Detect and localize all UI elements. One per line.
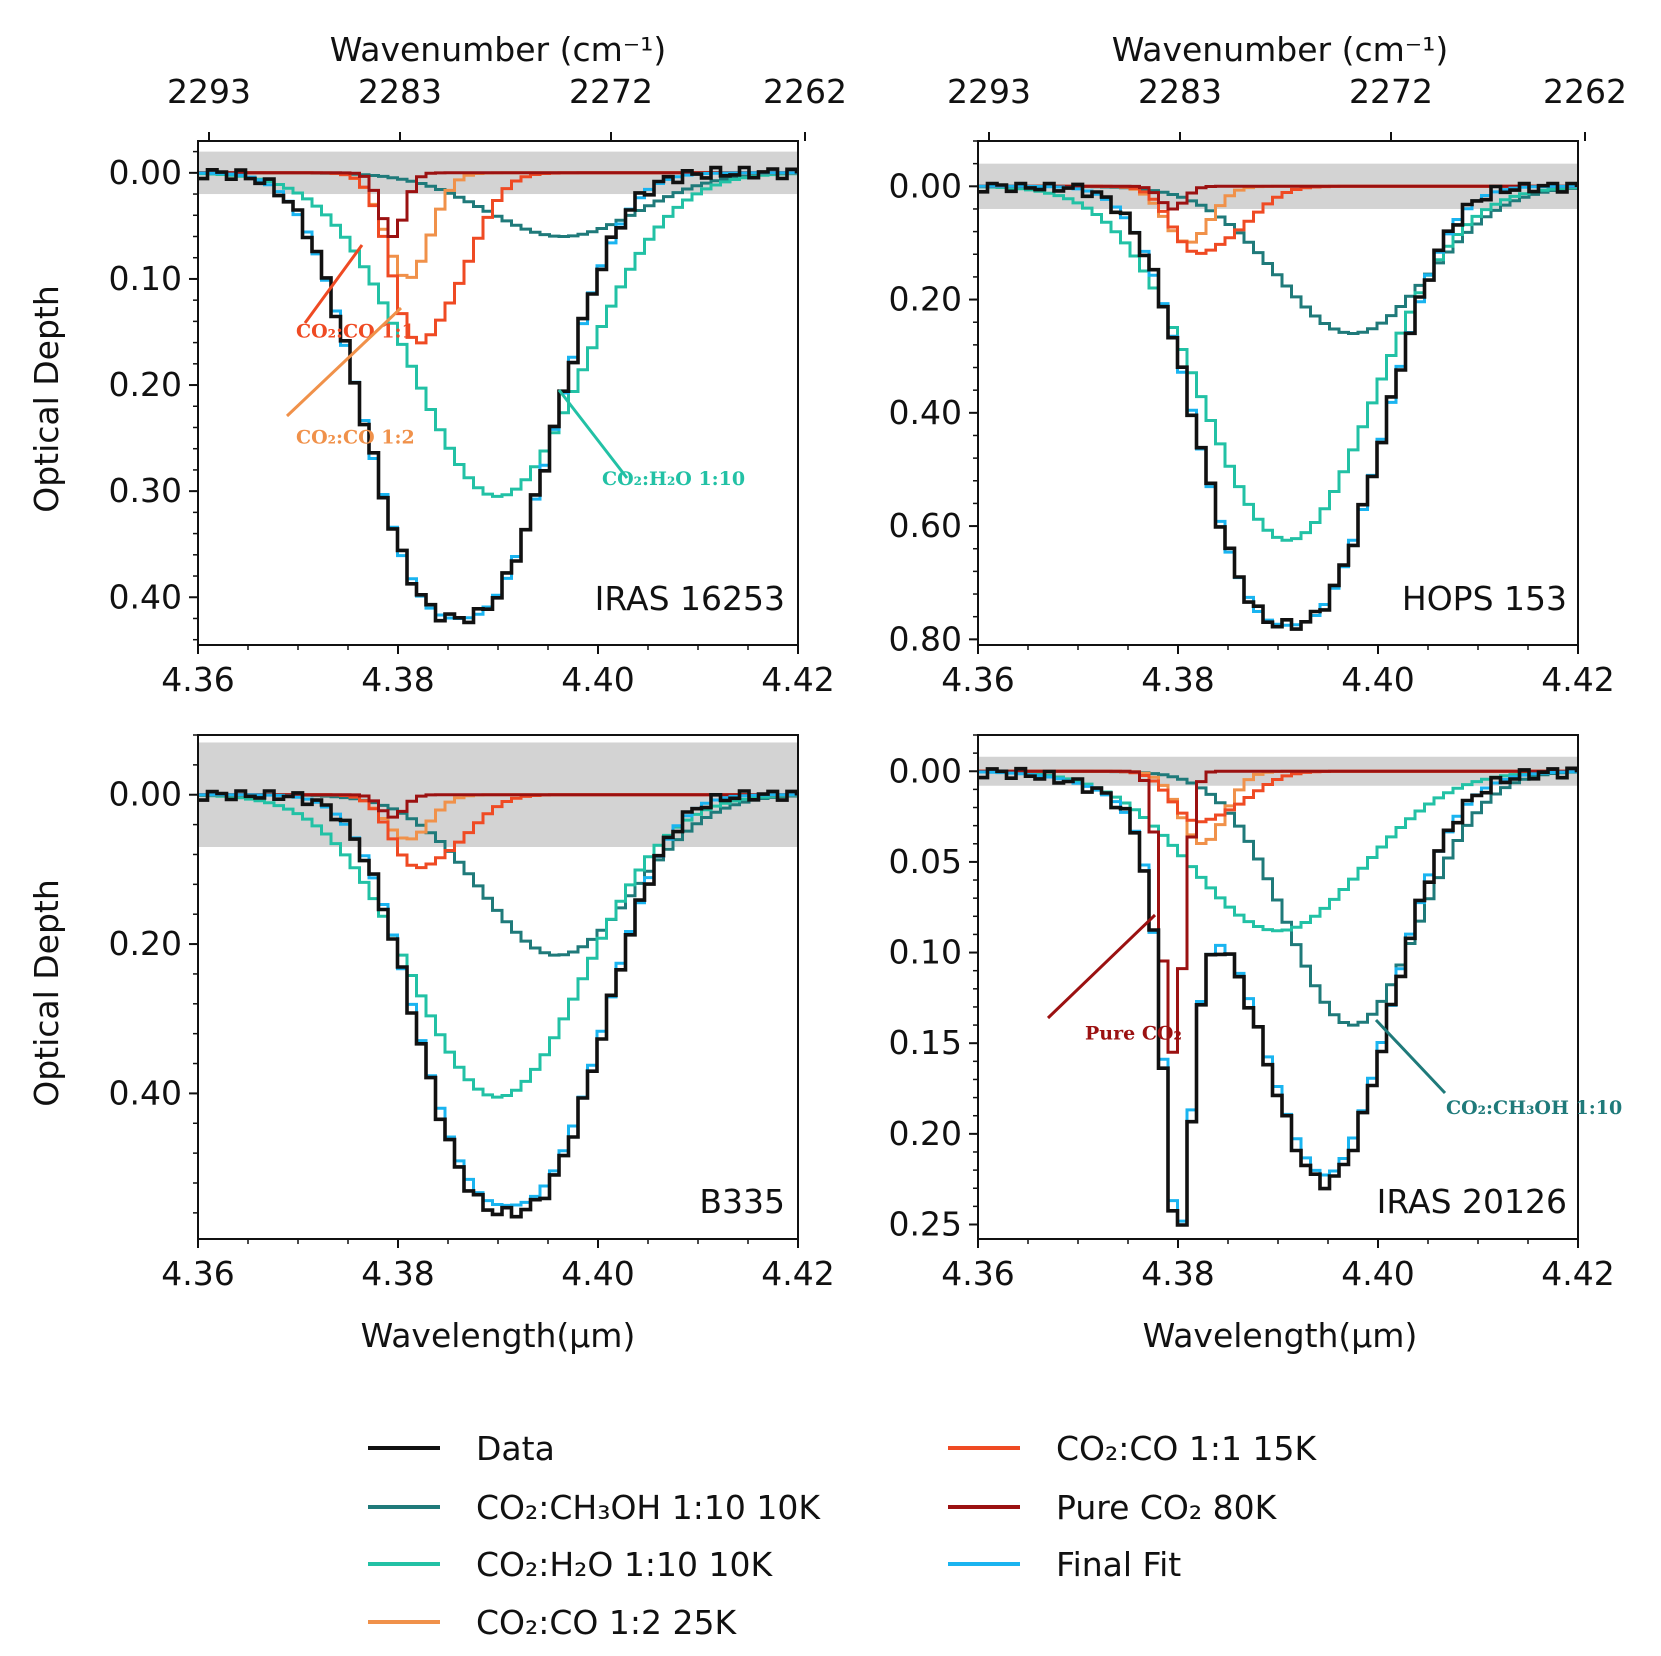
series-h2o — [978, 185, 1578, 542]
y-tick-label: 0.00 — [889, 166, 962, 205]
series-fit — [978, 770, 1578, 1223]
y-tick-label: 0.80 — [889, 619, 962, 658]
y-tick-label: 0.40 — [109, 1073, 182, 1112]
annotation-leader-line — [1046, 913, 1157, 1020]
series-h2o — [198, 793, 798, 1099]
x-top-tick-label: 2262 — [763, 72, 847, 111]
x-top-tick-label: 2283 — [1138, 72, 1222, 111]
y-tick-label: 0.00 — [889, 751, 962, 790]
annotation-label: Pure CO₂ — [1085, 1023, 1182, 1045]
series-co11 — [198, 171, 798, 345]
plot-area-iras16253: 0.00 0.10 0.20 0.30 0.40 4.36 4.38 4.40 4.42 2293… — [109, 72, 847, 699]
x-top-axis-label-right: Wavenumber (cm⁻¹) — [1112, 30, 1449, 69]
x-tick-label: 4.42 — [761, 660, 834, 699]
panel-iras16253: 0.00 0.10 0.20 0.30 0.40 4.36 4.38 4.40 4.42 2293… — [27, 30, 847, 699]
panel-label-iras20126: IRAS 20126 — [1377, 1182, 1567, 1221]
annotation-leader-line — [303, 244, 364, 324]
y-tick-label: 0.30 — [109, 471, 182, 510]
annotation-label: CO₂:H₂O 1:10 — [602, 468, 745, 490]
x-top-tick-label: 2293 — [947, 72, 1031, 111]
y-tick-label: 0.15 — [889, 1023, 962, 1062]
series-pure — [198, 171, 798, 238]
x-tick-label: 4.36 — [161, 1254, 234, 1293]
panel-iras20126: 0.00 0.05 0.10 0.15 0.20 0.25 4.36 4.38 4.40 4.42… — [889, 734, 1622, 1355]
x-tick-label: 4.40 — [1341, 660, 1414, 699]
series-fit — [198, 793, 798, 1207]
series-fit — [978, 184, 1578, 627]
x-tick-label: 4.38 — [1141, 660, 1214, 699]
series-data — [198, 165, 798, 625]
legend: Data CO₂:CH₃OH 1:10 10K CO₂:H₂O 1:10 10K… — [368, 1429, 1317, 1642]
legend-label-h2o: CO₂:H₂O 1:10 10K — [476, 1545, 773, 1584]
panel-label-b335: B335 — [699, 1182, 785, 1221]
x-tick-label: 4.40 — [1341, 1254, 1414, 1293]
y-tick-label: 0.20 — [109, 924, 182, 963]
y-tick-label: 0.25 — [889, 1204, 962, 1243]
x-axis-label-right: Wavelength(µm) — [1143, 1316, 1418, 1355]
x-tick-label: 4.42 — [1541, 660, 1614, 699]
annotation-leader-line — [1374, 1018, 1447, 1095]
y-tick-label: 0.20 — [109, 365, 182, 404]
x-tick-label: 4.40 — [561, 1254, 634, 1293]
y-tick-label: 0.20 — [889, 280, 962, 319]
series-data — [978, 766, 1578, 1227]
y-tick-label: 0.40 — [109, 577, 182, 616]
y-tick-label: 0.00 — [109, 775, 182, 814]
x-tick-label: 4.36 — [941, 1254, 1014, 1293]
y-tick-label: 0.10 — [109, 259, 182, 298]
x-top-tick-label: 2283 — [358, 72, 442, 111]
series-pure — [198, 793, 798, 819]
x-top-axis-label-left: Wavenumber (cm⁻¹) — [330, 30, 667, 69]
series-fit — [198, 171, 798, 620]
legend-label-co11: CO₂:CO 1:1 15K — [1056, 1429, 1317, 1468]
panel-hops153: 0.00 0.20 0.40 0.60 0.804.36 4.38 4.40 4.42 2293… — [889, 30, 1627, 699]
x-tick-label: 4.38 — [361, 660, 434, 699]
legend-label-pure: Pure CO₂ 80K — [1056, 1488, 1278, 1527]
x-tick-label: 4.38 — [361, 1254, 434, 1293]
x-axis-label-left: Wavelength(µm) — [361, 1316, 636, 1355]
x-top-tick-label: 2272 — [1349, 72, 1433, 111]
panel-label-iras16253: IRAS 16253 — [595, 579, 785, 618]
x-tick-label: 4.42 — [1541, 1254, 1614, 1293]
x-tick-label: 4.36 — [941, 660, 1014, 699]
y-axis-label-bottom: Optical Depth — [27, 879, 66, 1107]
series-ch3oh — [978, 769, 1578, 1027]
annotation-leader-line — [557, 389, 629, 479]
plot-area-iras20126: 0.00 0.05 0.10 0.15 0.20 0.25 4.36 4.38 4.40 4.42… — [889, 734, 1622, 1293]
y-tick-label: 0.00 — [109, 153, 182, 192]
series-pure — [978, 769, 1578, 1054]
legend-label-data: Data — [476, 1429, 555, 1468]
x-tick-label: 4.42 — [761, 1254, 834, 1293]
legend-label-co12: CO₂:CO 1:2 25K — [476, 1603, 737, 1642]
panel-label-hops153: HOPS 153 — [1402, 579, 1567, 618]
legend-label-fit: Final Fit — [1056, 1545, 1181, 1584]
series-h2o — [978, 770, 1578, 933]
panel-b335: 0.00 0.20 0.40 4.36 4.38 4.40 4.42 B335 Optica… — [27, 734, 835, 1355]
series-pure — [978, 184, 1578, 211]
y-axis-label-top: Optical Depth — [27, 285, 66, 513]
legend-label-ch3oh: CO₂:CH₃OH 1:10 10K — [476, 1488, 821, 1527]
y-tick-label: 0.40 — [889, 393, 962, 432]
x-top-tick-label: 2272 — [569, 72, 653, 111]
y-tick-label: 0.60 — [889, 506, 962, 545]
y-tick-label: 0.20 — [889, 1114, 962, 1153]
annotation-label: CO₂:CH₃OH 1:10 — [1446, 1097, 1622, 1119]
axes-frame — [977, 734, 1579, 1240]
x-tick-label: 4.36 — [161, 660, 234, 699]
plot-area-b335: 0.00 0.20 0.40 4.36 4.38 4.40 4.42 — [109, 734, 835, 1293]
y-tick-label: 0.10 — [889, 933, 962, 972]
series-data — [978, 181, 1578, 631]
y-tick-label: 0.05 — [889, 842, 962, 881]
series-data — [198, 789, 798, 1219]
annotation-label: CO₂:CO 1:1 — [296, 320, 415, 342]
plot-area-hops153: 0.00 0.20 0.40 0.60 0.804.36 4.38 4.40 4.42 2293… — [889, 72, 1627, 699]
x-tick-label: 4.38 — [1141, 1254, 1214, 1293]
x-tick-label: 4.40 — [561, 660, 634, 699]
annotation-label: CO₂:CO 1:2 — [296, 426, 415, 448]
x-top-tick-label: 2262 — [1543, 72, 1627, 111]
annotation-leader-line — [285, 306, 403, 418]
x-top-tick-label: 2293 — [167, 72, 251, 111]
series-h2o — [198, 171, 798, 498]
